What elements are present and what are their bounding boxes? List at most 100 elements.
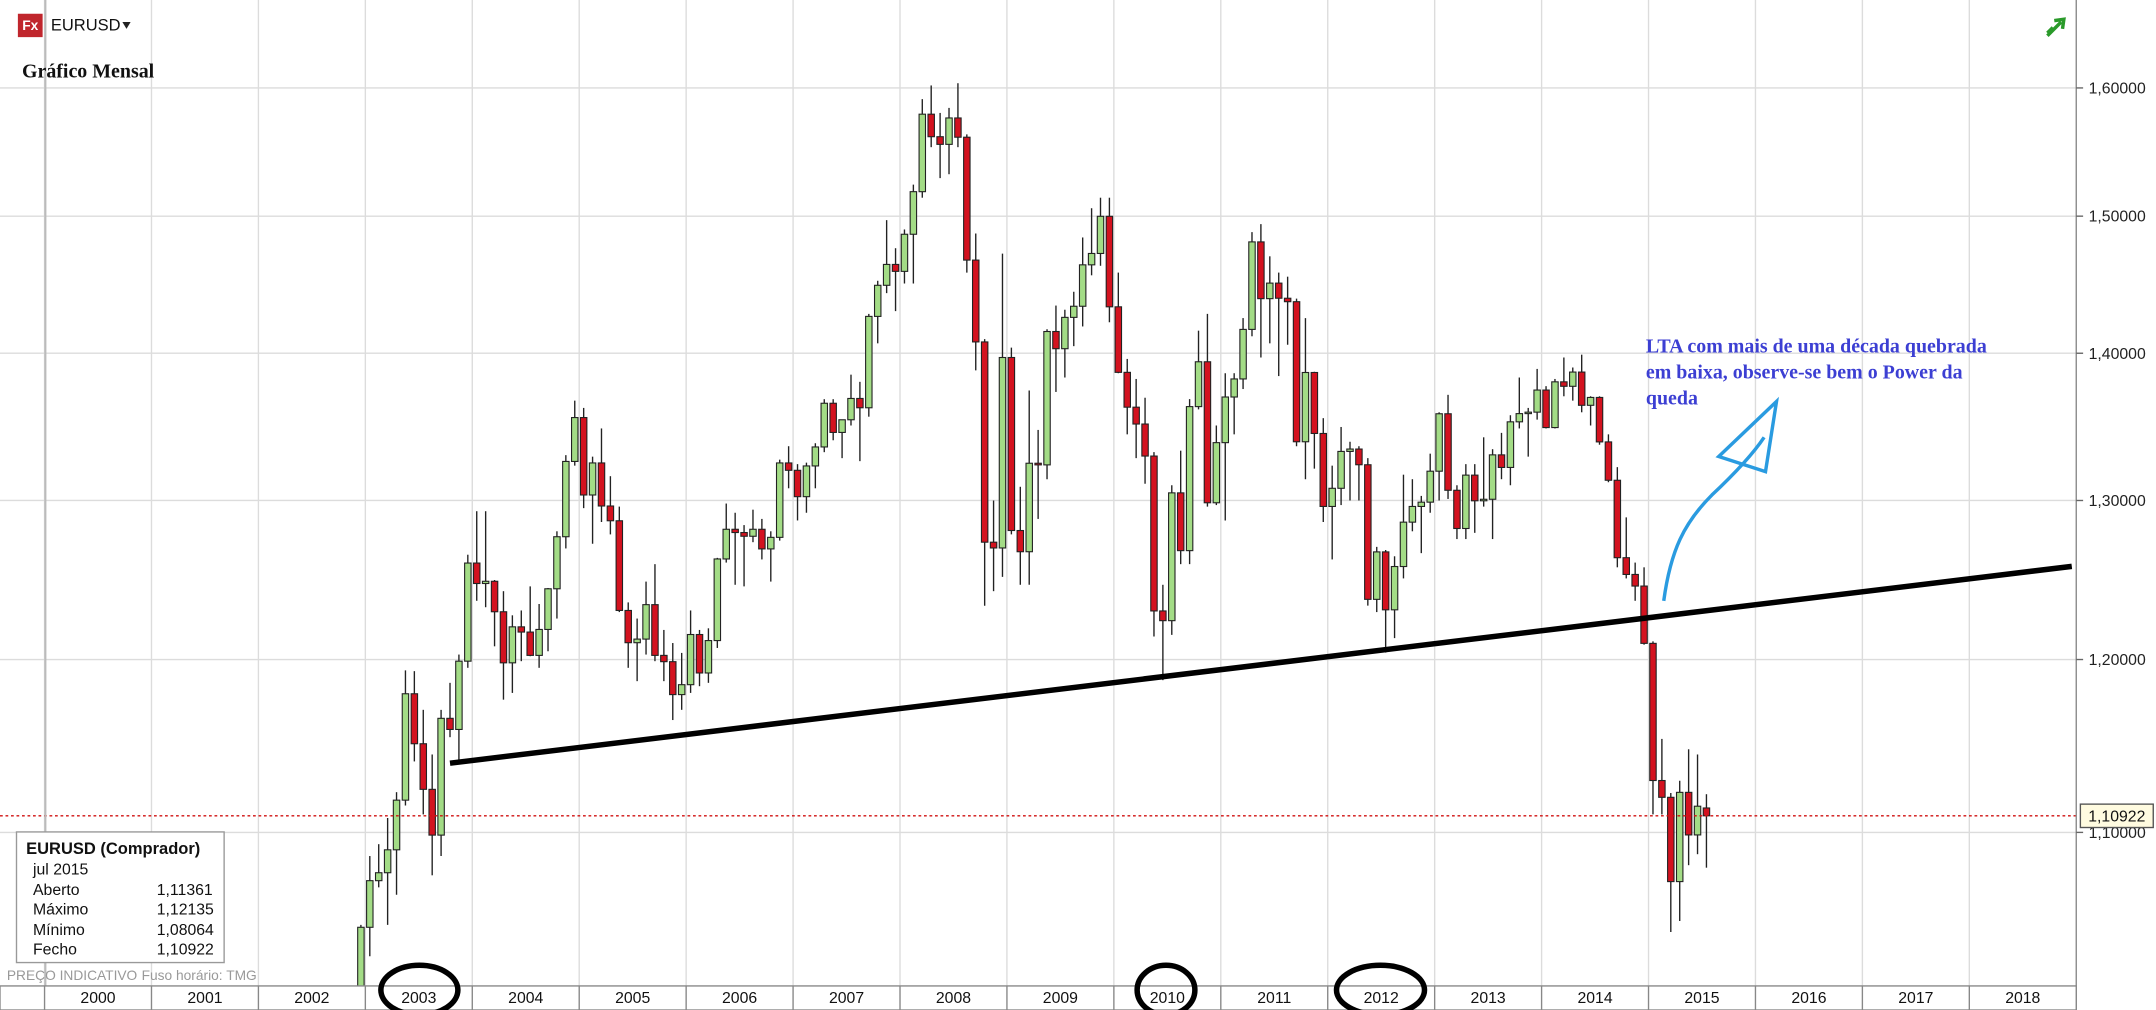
- candle-body: [873, 284, 882, 317]
- candle-body: [517, 626, 526, 633]
- candle-body: [1052, 330, 1060, 350]
- candle-body: [366, 880, 374, 928]
- candle-body: [1141, 423, 1149, 457]
- candle-body: [1283, 297, 1292, 303]
- fx-icon[interactable]: [17, 13, 43, 38]
- info-period: jul 2015: [32, 862, 89, 879]
- candle-body: [1640, 585, 1648, 644]
- candle-body: [856, 397, 864, 409]
- y-tick-label: 1,40000: [2089, 346, 2146, 363]
- candle-body: [713, 558, 722, 642]
- candle-body: [963, 136, 971, 261]
- candle-body: [1506, 421, 1515, 468]
- x-tick-label: 2014: [1577, 990, 1612, 1007]
- y-tick-label: 1,50000: [2089, 209, 2146, 226]
- candle-body: [1230, 378, 1238, 398]
- candle-body: [455, 660, 463, 731]
- candle-body: [1337, 450, 1345, 489]
- last-price-box: [2079, 803, 2154, 829]
- candle-body: [1684, 791, 1693, 836]
- info-title: EURUSD (Comprador): [26, 840, 200, 858]
- candle-body: [1043, 330, 1051, 466]
- candle-body: [1515, 413, 1524, 423]
- trend-icon[interactable]: [2046, 17, 2066, 37]
- candle-body: [989, 541, 998, 549]
- candle-body: [357, 926, 365, 986]
- candle-body: [597, 462, 606, 507]
- x-tick-label: 2015: [1684, 990, 1719, 1007]
- candle-body: [553, 536, 561, 590]
- candle-body: [410, 693, 419, 745]
- candle-body: [1462, 474, 1470, 530]
- candle-body: [1604, 441, 1613, 481]
- candle-body: [588, 462, 597, 496]
- info-label: Aberto: [33, 882, 80, 899]
- candle-body: [1087, 252, 1096, 266]
- candle-body: [1194, 361, 1203, 408]
- x-tick-label: 2007: [829, 990, 864, 1007]
- y-tick-label: 1,60000: [2089, 80, 2146, 97]
- info-box: [15, 831, 225, 964]
- candle-body: [1577, 371, 1586, 406]
- candle-body: [927, 113, 935, 138]
- candle-body: [446, 717, 454, 731]
- candle-body: [1132, 406, 1140, 425]
- y-tick-label: 1,20000: [2089, 652, 2146, 669]
- candle-body: [829, 402, 837, 433]
- candle-body: [1123, 371, 1131, 408]
- x-tick-label: 2011: [1257, 990, 1291, 1007]
- candle-body: [374, 872, 383, 882]
- trendline: [449, 563, 2073, 766]
- x-tick-label: 2018: [2005, 990, 2040, 1007]
- candle-body: [1070, 305, 1078, 318]
- footer-note: PREÇO INDICATIVO: [7, 968, 138, 983]
- candle-body: [499, 611, 508, 664]
- candle-body: [740, 531, 748, 537]
- candle-body: [1497, 454, 1506, 468]
- candle-body: [820, 402, 829, 448]
- info-label: Máximo: [33, 901, 89, 918]
- candle-body: [677, 684, 686, 696]
- candle-body: [570, 417, 579, 462]
- candle-body: [793, 469, 802, 498]
- candle-body: [1622, 557, 1631, 575]
- candle-body: [1257, 241, 1265, 300]
- candle-body: [1114, 306, 1123, 373]
- candle-body: [936, 136, 944, 145]
- candle-body: [428, 788, 436, 836]
- highlight-circle: [1333, 962, 1428, 1010]
- candle-body: [1667, 796, 1675, 883]
- x-tick-label: 2001: [187, 990, 222, 1007]
- footer-timezone: Fuso horário: TMG: [142, 968, 257, 983]
- x-tick-label: 2004: [508, 990, 543, 1007]
- candle-body: [1355, 448, 1363, 466]
- candle-body: [767, 536, 775, 550]
- candle-body: [1542, 389, 1550, 429]
- x-tick-label: 2010: [1150, 990, 1185, 1007]
- candle-body: [1007, 356, 1016, 532]
- candle-body: [971, 259, 980, 343]
- candle-body: [1221, 396, 1230, 444]
- candle-body: [401, 693, 410, 801]
- candle-body: [838, 419, 846, 433]
- x-tick-label: 2003: [401, 990, 436, 1007]
- candle-body: [579, 417, 588, 496]
- info-value: 1,11361: [157, 882, 213, 899]
- candle-body: [1551, 381, 1559, 429]
- candle-body: [1595, 396, 1604, 443]
- candle-body: [526, 631, 534, 656]
- candle-body: [606, 505, 615, 522]
- symbol[interactable]: EURUSD: [51, 16, 121, 34]
- candle-body: [1185, 406, 1194, 552]
- candle-body: [562, 460, 570, 538]
- candle-body: [1301, 371, 1310, 443]
- candle-body: [891, 263, 900, 272]
- annotation: LTA com mais de uma década quebrada: [1646, 335, 1987, 357]
- candle-body: [1408, 505, 1417, 523]
- candle-body: [1533, 389, 1541, 413]
- candle-body: [1212, 442, 1221, 504]
- dropdown-arrow[interactable]: [122, 22, 131, 29]
- x-tick-label: 2016: [1791, 990, 1826, 1007]
- annotation: em baixa, observe-se bem o Power da: [1646, 362, 1963, 384]
